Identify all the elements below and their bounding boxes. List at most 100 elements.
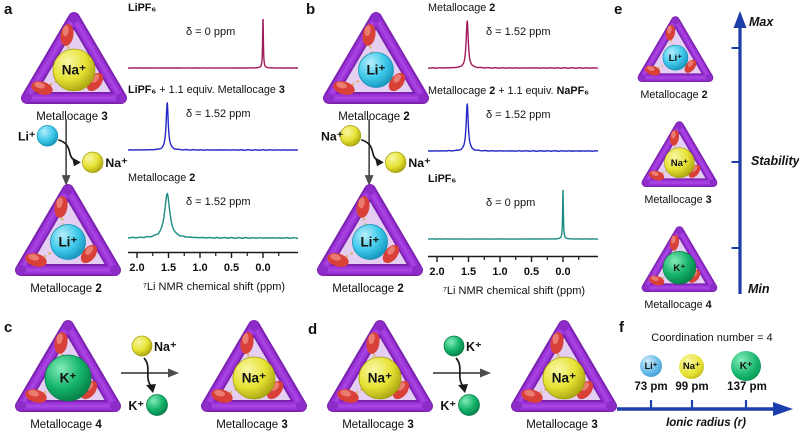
svg-text:K⁺: K⁺	[128, 399, 144, 413]
svg-text:1.5: 1.5	[161, 262, 176, 274]
ionic-radius-right-arrow-icon	[617, 400, 793, 416]
spectrum-label: LiPF₆	[128, 2, 157, 14]
svg-text:0.5: 0.5	[524, 266, 539, 278]
delta-annotation: δ = 1.52 ppm	[486, 26, 551, 38]
spectrum-label: LiPF₆ + 1.1 equiv. Metallocage 3	[128, 84, 285, 96]
spectrum-label: LiPF₆	[428, 173, 457, 185]
svg-text:Na⁺: Na⁺	[154, 340, 177, 354]
delta-annotation: δ = 0 ppm	[186, 26, 236, 38]
ion-exchange-arrow-right: K⁺ K⁺	[433, 335, 491, 416]
svg-text:Na⁺: Na⁺	[242, 371, 266, 386]
metallocage-diagram: Li⁺ Metallocage 2	[312, 178, 424, 296]
svg-text:K⁺: K⁺	[60, 371, 77, 386]
panel-label-e: e	[614, 1, 623, 18]
axis-label: ⁷Li NMR chemical shift (ppm)	[442, 285, 586, 297]
ionic-radius-value: 137 pm	[727, 381, 767, 393]
ionic-radius-value: 99 pm	[675, 381, 709, 393]
metallocage-diagram: Na⁺ Metallocage 3	[322, 314, 434, 432]
svg-text:Li⁺: Li⁺	[366, 63, 385, 78]
stability-axis-up-arrow-icon	[731, 11, 747, 294]
nmr-spectrum: Metallocage 2 δ = 1.52 ppm	[128, 172, 300, 242]
nmr-spectrum: LiPF₆ + 1.1 equiv. Metallocage 3 δ = 1.5…	[128, 84, 300, 154]
cage-caption: Metallocage 3	[216, 419, 288, 431]
svg-text:Li⁺: Li⁺	[58, 235, 77, 250]
svg-text:K⁺: K⁺	[673, 263, 685, 274]
metallocage-diagram: Li⁺ Metallocage 2	[10, 178, 122, 296]
nmr-spectrum: LiPF₆ δ = 0 ppm	[128, 2, 300, 72]
svg-text:K⁺: K⁺	[440, 399, 456, 413]
delta-annotation: δ = 0 ppm	[486, 197, 536, 209]
panel-label-c: c	[4, 319, 13, 336]
cage-caption: Metallocage 3	[644, 194, 712, 207]
panel-label-f: f	[619, 319, 624, 336]
nmr-spectrum: Metallocage 2 δ = 1.52 ppm	[428, 2, 600, 72]
nmr-spectra-column-a: LiPF₆ δ = 0 ppm LiPF₆ + 1.1 equiv. Metal…	[128, 0, 300, 300]
ion-exchange-arrow-right: Na⁺ K⁺	[121, 335, 179, 416]
svg-text:1.0: 1.0	[492, 266, 507, 278]
coordination-number-title: Coordination number = 4	[651, 332, 773, 344]
svg-text:K⁺: K⁺	[466, 340, 482, 354]
svg-text:2.0: 2.0	[429, 266, 444, 278]
stability-min-label: Min	[748, 282, 770, 296]
svg-text:Na⁺: Na⁺	[671, 158, 688, 169]
delta-annotation: δ = 1.52 ppm	[186, 108, 251, 120]
metallocage-diagram: Na⁺ Metallocage 3	[506, 314, 618, 432]
spectrum-curve	[128, 18, 299, 69]
metallocage-diagram: Na⁺ Metallocage 3	[196, 314, 308, 432]
svg-text:2.0: 2.0	[129, 262, 144, 274]
svg-text:Li⁺: Li⁺	[669, 53, 683, 64]
svg-text:0.0: 0.0	[255, 262, 270, 274]
svg-text:Na⁺: Na⁺	[321, 130, 343, 144]
stability-mid-label: Stability	[751, 154, 799, 168]
ion-exchange-arrow-down: Li⁺ Na⁺	[18, 119, 128, 186]
spectrum-curve	[428, 189, 599, 240]
cage-caption: Metallocage 4	[30, 419, 102, 431]
ion-sphere-li: Li⁺	[640, 355, 662, 377]
nmr-spectrum: Metallocage 2 + 1.1 equiv. NaPF₆ δ = 1.5…	[428, 85, 600, 155]
spectrum-label: Metallocage 2	[428, 2, 496, 14]
delta-annotation: δ = 1.52 ppm	[186, 196, 251, 208]
svg-text:Na⁺: Na⁺	[105, 156, 127, 170]
cage-caption: Metallocage 2	[332, 283, 404, 295]
svg-text:0.0: 0.0	[555, 266, 570, 278]
cage-caption: Metallocage 3	[342, 419, 414, 431]
svg-text:Na⁺: Na⁺	[408, 156, 430, 170]
cage-caption: Metallocage 2	[640, 89, 708, 102]
panel-label-d: d	[308, 321, 318, 338]
axis-label: ⁷Li NMR chemical shift (ppm)	[142, 281, 286, 293]
cage-caption: Metallocage 4	[644, 299, 712, 312]
cage-caption: Metallocage 3	[36, 111, 108, 123]
metallocage-diagram: Li⁺ Metallocage 2	[634, 12, 714, 102]
metallocage-diagram: Na⁺ Metallocage 3	[638, 117, 718, 207]
ion-sphere-k: K⁺	[731, 351, 761, 381]
panel-label-b: b	[306, 1, 316, 18]
svg-text:0.5: 0.5	[224, 262, 239, 274]
axis-ticks: 2.0 1.5 1.0 0.5 0.0	[428, 255, 598, 278]
svg-text:Na⁺: Na⁺	[62, 63, 86, 78]
nmr-spectra-column-b: Metallocage 2 δ = 1.52 ppm Metallocage 2…	[428, 0, 600, 300]
axis-ticks: 2.0 1.5 1.0 0.5 0.0	[128, 251, 298, 274]
stability-max-label: Max	[749, 15, 774, 29]
nmr-spectrum: LiPF₆ δ = 0 ppm	[428, 173, 600, 243]
cage-caption: Metallocage 2	[30, 283, 102, 295]
spectrum-curve	[128, 192, 299, 240]
metallocage-diagram: K⁺ Metallocage 4	[638, 222, 718, 312]
cage-caption: Metallocage 3	[526, 419, 598, 431]
spectrum-curve	[428, 20, 599, 70]
metallocage-diagram: Li⁺ Metallocage 2	[318, 6, 430, 124]
spectrum-curve	[128, 101, 299, 151]
ion-sphere-na: Na⁺	[679, 354, 704, 379]
spectrum-label: Metallocage 2	[128, 172, 196, 184]
metallocage-diagram: Na⁺ Metallocage 3	[16, 6, 128, 124]
svg-text:Na⁺: Na⁺	[368, 371, 392, 386]
panel-label-a: a	[4, 1, 13, 18]
metallocage-diagram: K⁺ Metallocage 4	[10, 314, 122, 432]
spectrum-label: Metallocage 2 + 1.1 equiv. NaPF₆	[428, 85, 590, 97]
x-axis: 2.0 1.5 1.0 0.5 0.0 ⁷Li NMR chemical shift (…	[428, 254, 600, 297]
svg-text:1.5: 1.5	[461, 266, 476, 278]
spectrum-curve	[428, 102, 599, 153]
delta-annotation: δ = 1.52 ppm	[486, 109, 551, 121]
svg-text:Li⁺: Li⁺	[360, 235, 379, 250]
ionic-radius-value: 73 pm	[634, 381, 668, 393]
